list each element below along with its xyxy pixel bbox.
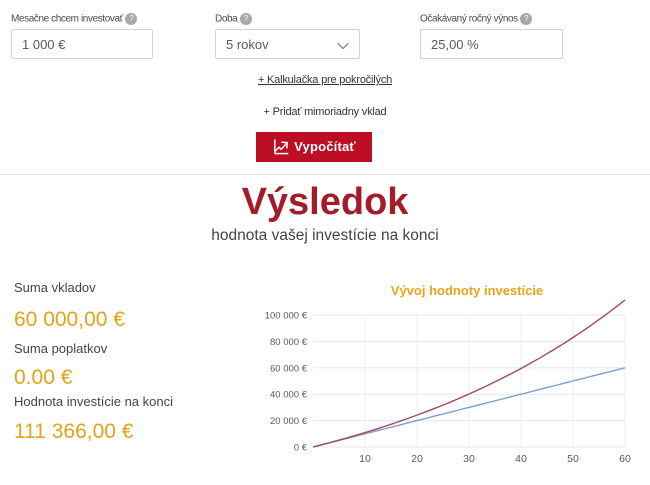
svg-text:30: 30 [463,453,475,465]
svg-text:40 000 €: 40 000 € [270,390,308,401]
svg-text:50: 50 [567,453,579,465]
svg-text:20: 20 [411,453,423,465]
svg-text:100 000 €: 100 000 € [265,311,308,322]
svg-text:80 000 €: 80 000 € [270,337,308,348]
svg-text:20 000 €: 20 000 € [270,416,308,427]
svg-text:60 000 €: 60 000 € [270,363,308,374]
svg-text:40: 40 [515,453,527,465]
svg-text:10: 10 [359,453,371,465]
svg-text:0 €: 0 € [294,443,308,454]
svg-text:60: 60 [619,453,631,465]
